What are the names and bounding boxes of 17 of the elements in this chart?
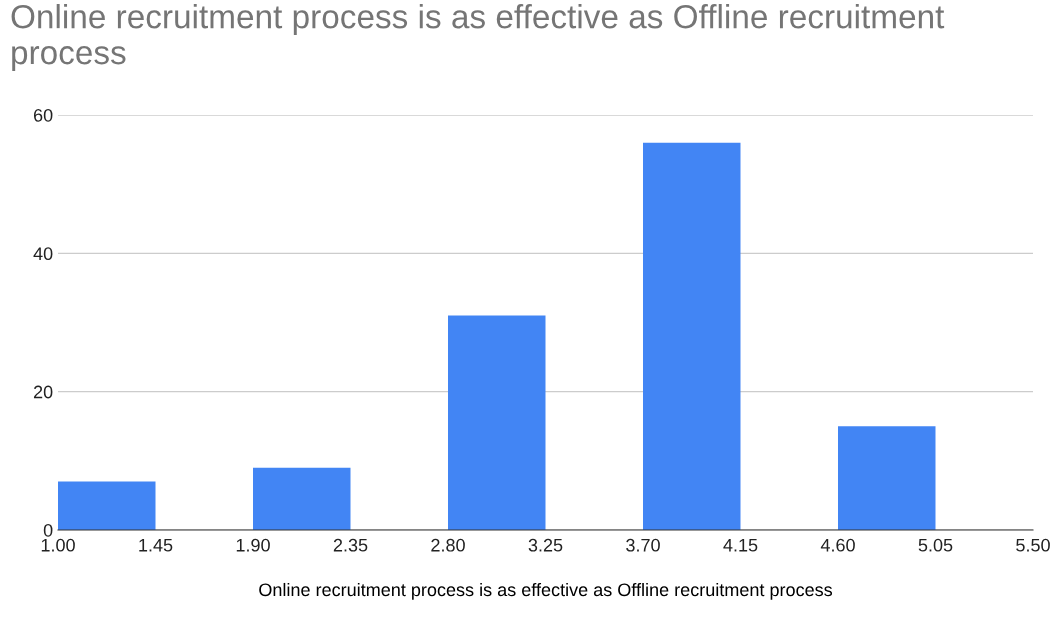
x-tick-label: 4.15 (723, 539, 758, 552)
chart-title: Online recruitment process is as effective as Offline recruitment process (11, 4, 945, 71)
x-tick-label: 3.70 (626, 538, 660, 552)
y-tick-label: 40 (33, 247, 53, 261)
x-tick-label: 1.90 (236, 538, 270, 552)
x-tick-label: 2.80 (431, 538, 465, 552)
y-tick-label: 20 (33, 385, 53, 399)
y-tick-label: 60 (33, 108, 53, 122)
x-tick-label: 2.35 (333, 538, 368, 552)
x-tick-label: 5.50 (1016, 538, 1050, 552)
x-tick-label: 4.60 (820, 538, 855, 552)
y-tick-label: 0 (43, 523, 53, 537)
x-axis-title: Online recruitment process is as effective as Offline recruitment process (259, 582, 833, 600)
x-tick-label: 1.45 (139, 539, 173, 552)
x-tick-label: 1.00 (41, 538, 75, 552)
x-tick-label: 5.05 (918, 538, 953, 552)
x-tick-label: 3.25 (528, 538, 563, 552)
